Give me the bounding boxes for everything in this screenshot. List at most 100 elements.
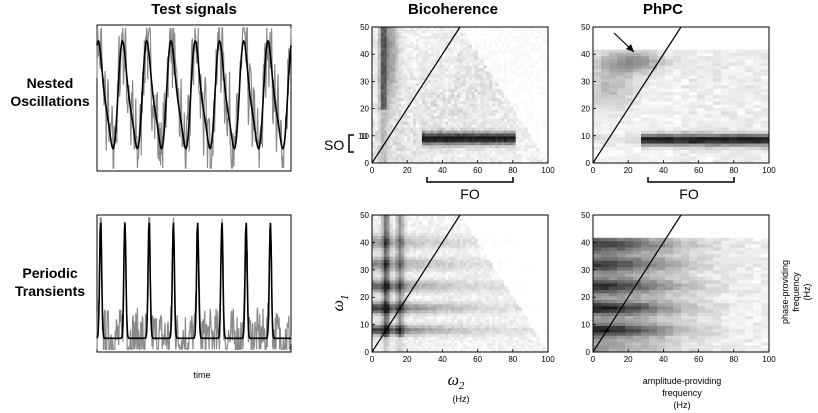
heat-cell	[474, 271, 478, 275]
heat-cell	[430, 80, 434, 84]
heat-cell	[389, 74, 393, 78]
heat-cell	[681, 107, 690, 112]
heat-cell	[460, 136, 464, 140]
heat-cell	[439, 271, 443, 275]
heat-cell	[398, 56, 402, 60]
heat-cell	[474, 47, 478, 51]
heat-cell	[474, 71, 478, 75]
heat-cell	[665, 137, 674, 141]
heat-cell	[436, 71, 440, 75]
heat-cell	[451, 271, 455, 275]
heat-cell	[377, 337, 382, 341]
heat-cell	[439, 313, 443, 317]
heat-cell	[430, 304, 434, 308]
heat-cell	[480, 256, 484, 260]
heat-cell	[521, 47, 525, 51]
heat-cell	[413, 89, 417, 93]
heat-cell	[416, 139, 420, 143]
heat-cell	[377, 298, 382, 302]
heat-cell	[386, 92, 390, 96]
heat-cell	[392, 27, 396, 31]
heat-cell	[477, 343, 481, 347]
heat-cell	[451, 265, 455, 269]
heat-cell	[530, 154, 534, 158]
heat-cell	[539, 29, 543, 34]
heat-cell	[377, 100, 382, 105]
heat-cell	[501, 283, 505, 287]
heat-cell	[427, 56, 431, 60]
heat-cell	[504, 35, 508, 40]
heat-cell	[398, 77, 402, 81]
heat-cell	[486, 109, 490, 114]
heat-cell	[465, 136, 470, 140]
heat-cell	[471, 65, 475, 69]
heat-cell	[454, 100, 458, 105]
heat-cell	[398, 106, 402, 111]
heat-cell	[413, 340, 417, 344]
heat-cell	[689, 82, 698, 86]
heat-cell	[398, 71, 402, 75]
heat-cell	[761, 146, 770, 151]
heat-cell	[617, 98, 626, 102]
heat-cell	[377, 256, 382, 260]
heat-cell	[418, 124, 423, 128]
heat-cell	[427, 95, 431, 99]
heat-cell	[386, 304, 390, 308]
heat-cell	[448, 328, 452, 332]
heat-cell	[439, 298, 443, 302]
heat-cell	[377, 27, 382, 31]
heat-cell	[697, 107, 706, 112]
heat-cell	[383, 136, 387, 140]
heat-cell	[392, 346, 396, 350]
heat-cell	[697, 130, 706, 135]
heat-cell	[657, 69, 666, 73]
heat-cell	[462, 71, 467, 75]
heat-cell	[421, 59, 426, 63]
heat-cell	[439, 215, 443, 219]
heat-cell	[442, 68, 446, 72]
heat-cell	[649, 75, 658, 80]
heat-cell	[433, 109, 437, 114]
heat-cell	[436, 95, 440, 99]
heat-cell	[398, 289, 402, 293]
heat-cell	[389, 304, 393, 308]
heat-cell	[454, 328, 458, 332]
heat-cell	[649, 153, 658, 157]
heat-cell	[436, 286, 440, 290]
heat-cell	[372, 44, 376, 48]
heat-cell	[430, 115, 434, 119]
heat-cell	[398, 38, 402, 43]
heat-cell	[489, 304, 493, 308]
heat-cell	[697, 82, 706, 86]
heat-cell	[401, 44, 405, 48]
heat-cell	[480, 53, 484, 57]
heat-cell	[465, 277, 470, 281]
heat-cell	[395, 32, 399, 37]
heat-cell	[460, 121, 464, 125]
heat-cell	[430, 253, 434, 257]
heat-cell	[436, 74, 440, 78]
heat-cell	[533, 65, 537, 69]
heat-cell	[377, 136, 382, 140]
heat-cell	[407, 334, 411, 338]
heat-cell	[460, 307, 464, 311]
heat-cell	[383, 83, 387, 87]
heat-cell	[665, 72, 674, 76]
heat-cell	[465, 298, 470, 302]
heat-cell	[527, 59, 531, 63]
heat-cell	[407, 229, 411, 234]
heat-cell	[410, 259, 414, 263]
heat-cell	[392, 292, 396, 296]
heat-cell	[374, 29, 379, 34]
heat-cell	[454, 301, 458, 305]
heat-cell	[395, 316, 399, 320]
heat-cell	[713, 143, 722, 148]
heat-cell	[386, 56, 390, 60]
heat-cell	[407, 283, 411, 287]
heat-cell	[737, 56, 746, 60]
heat-cell	[483, 238, 487, 243]
heat-cell	[729, 72, 738, 76]
heat-cell	[404, 83, 408, 87]
heat-cell	[480, 145, 484, 149]
heat-cell	[468, 238, 473, 243]
